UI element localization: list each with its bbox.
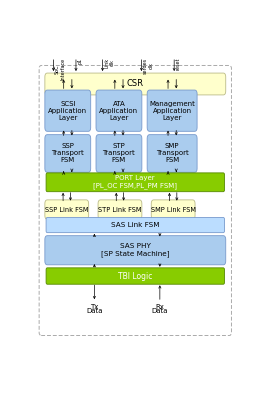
Text: SSP Link FSM: SSP Link FSM xyxy=(45,206,88,213)
Text: SoC
Interface: SoC Interface xyxy=(55,58,65,80)
Text: PORT Layer
[PL_OC FSM,PL_PM FSM]: PORT Layer [PL_OC FSM,PL_PM FSM] xyxy=(93,175,177,189)
Text: Tx: Tx xyxy=(90,304,98,310)
FancyBboxPatch shape xyxy=(45,200,89,219)
Text: SAS PHY
[SP State Machine]: SAS PHY [SP State Machine] xyxy=(101,243,169,257)
Text: CSR: CSR xyxy=(127,80,144,89)
Text: SMP
Transport
FSM: SMP Transport FSM xyxy=(156,143,188,164)
FancyBboxPatch shape xyxy=(151,200,195,219)
Text: SSP
Transport
FSM: SSP Transport FSM xyxy=(51,143,84,164)
Text: Management
Application
Layer: Management Application Layer xyxy=(149,101,195,121)
Text: Data: Data xyxy=(152,308,168,314)
Text: reset: reset xyxy=(176,58,181,71)
FancyBboxPatch shape xyxy=(45,73,226,95)
FancyBboxPatch shape xyxy=(46,217,224,232)
FancyBboxPatch shape xyxy=(39,65,232,336)
FancyBboxPatch shape xyxy=(96,135,142,172)
Text: Rx: Rx xyxy=(155,304,164,310)
Text: TBI Logic: TBI Logic xyxy=(118,271,153,281)
FancyBboxPatch shape xyxy=(98,200,142,219)
Text: SMP Link FSM: SMP Link FSM xyxy=(151,206,196,213)
Text: STP Link FSM: STP Link FSM xyxy=(98,206,142,213)
Text: Data: Data xyxy=(86,308,103,314)
Text: SCSI
Application
Layer: SCSI Application Layer xyxy=(48,101,87,121)
Text: p1: p1 xyxy=(78,58,83,64)
FancyBboxPatch shape xyxy=(46,173,224,192)
FancyBboxPatch shape xyxy=(147,90,197,131)
Text: SAS Link FSM: SAS Link FSM xyxy=(111,222,159,228)
FancyBboxPatch shape xyxy=(96,90,142,131)
FancyBboxPatch shape xyxy=(45,135,91,172)
Text: ATA
Application
Layer: ATA Application Layer xyxy=(99,101,139,121)
FancyBboxPatch shape xyxy=(45,90,91,131)
Text: Link
clk: Link clk xyxy=(104,58,115,68)
FancyBboxPatch shape xyxy=(46,268,224,284)
FancyBboxPatch shape xyxy=(147,135,197,172)
FancyBboxPatch shape xyxy=(45,236,226,265)
Text: serdes
clk: serdes clk xyxy=(143,58,153,74)
Text: STP
Transport
FSM: STP Transport FSM xyxy=(102,143,135,164)
